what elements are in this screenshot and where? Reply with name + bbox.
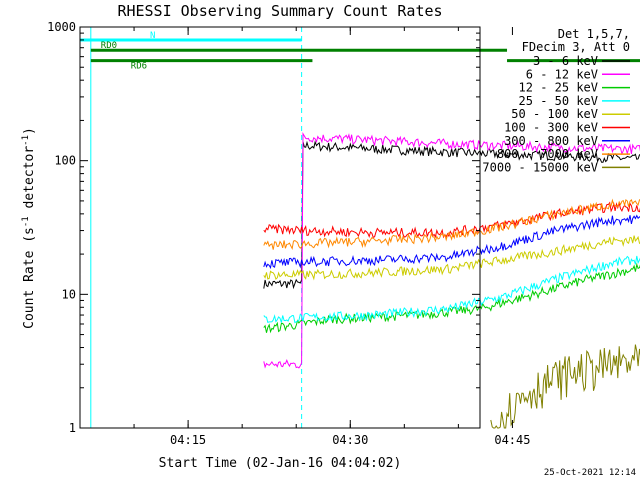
series-line-1 [263, 132, 640, 369]
x-axis-label: Start Time (02-Jan-16 04:04:02) [159, 456, 402, 471]
y-axis-label: Count Rate (s-1 detector-1) [21, 127, 37, 329]
legend-label-5: 100 - 300 keV [504, 121, 598, 135]
x-tick-label-1: 04:30 [332, 433, 368, 447]
y-tick-label-1: 10 [62, 287, 76, 301]
legend-label-1: 6 - 12 keV [526, 67, 598, 81]
legend-label-3: 25 - 50 keV [519, 94, 598, 108]
y-axis-label-main: Count Rate (s [22, 227, 37, 329]
legend-label-6: 300 - 800 keV [504, 134, 598, 148]
legend-label-8: 7000 - 15000 keV [482, 160, 598, 174]
y-axis: 1 10 100 1000 [47, 20, 480, 435]
chart-title: RHESSI Observing Summary Count Rates [117, 2, 442, 20]
series-line-3 [263, 255, 640, 324]
y-axis-label-sup2: -1 [21, 135, 31, 146]
y-tick-label-0: 1 [69, 421, 76, 435]
y-axis-label-end: ) [22, 127, 37, 135]
y-axis-label-sup1: -1 [21, 216, 31, 227]
state-bar-label-2: RD6 [131, 62, 147, 72]
series-line-7 [263, 198, 640, 251]
legend-header-line-1: Det 1,5,7, [558, 27, 630, 41]
series-line-5 [263, 201, 640, 239]
y-axis-label-mid: detector [22, 146, 37, 217]
x-tick-label-0: 04:15 [170, 433, 206, 447]
y-tick-label-3: 1000 [47, 20, 76, 34]
legend-label-7: 800 - 7000 keV [497, 147, 598, 161]
legend-label-0: 3 - 6 keV [533, 54, 598, 68]
series-line-4 [263, 235, 640, 281]
legend-label-2: 12 - 25 keV [519, 81, 598, 95]
legend-header-line-2: FDecim 3, Att 0 [522, 40, 630, 54]
legend-label-4: 50 - 100 keV [511, 107, 598, 121]
state-bar-label-0: N [150, 31, 155, 41]
x-tick-label-2: 04:45 [494, 433, 530, 447]
state-bar-label-1: RD0 [101, 41, 117, 51]
footer-date: 25-Oct-2021 12:14 [544, 468, 636, 478]
plot-frame [79, 26, 481, 429]
series-line-0 [263, 140, 640, 290]
y-tick-label-2: 100 [54, 154, 76, 168]
series-line-6 [263, 214, 640, 270]
series-line-8 [490, 344, 640, 429]
